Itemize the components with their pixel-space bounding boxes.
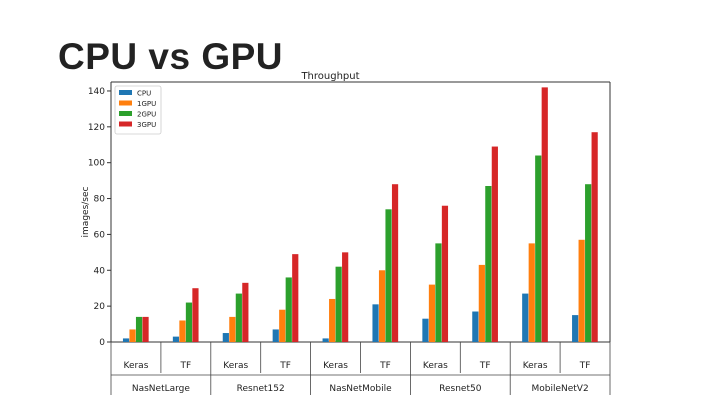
bar-2gpu-8 bbox=[535, 155, 542, 342]
y-tick-label: 140 bbox=[88, 87, 105, 97]
legend: CPU 1GPU 2GPU 3GPU bbox=[114, 85, 162, 135]
bar-3gpu-0 bbox=[142, 316, 149, 342]
chart-title: Throughput bbox=[300, 71, 359, 82]
bar-1gpu-5 bbox=[378, 270, 386, 342]
bar-cpu-0 bbox=[122, 338, 130, 342]
bar-cpu-5 bbox=[372, 304, 379, 342]
bar-cpu-6 bbox=[422, 318, 429, 342]
bar-2gpu-0 bbox=[135, 316, 143, 342]
bar-3gpu-2 bbox=[242, 282, 249, 342]
bar-cpu-4 bbox=[322, 338, 329, 342]
y-axis-label: images/sec bbox=[81, 186, 91, 237]
bar-3gpu-5 bbox=[391, 184, 399, 342]
bar-cpu-7 bbox=[472, 311, 479, 342]
slide-title: CPU vs GPU bbox=[58, 36, 284, 77]
legend-swatch-1gpu bbox=[119, 100, 132, 106]
bar-2gpu-3 bbox=[285, 277, 292, 342]
bar-1gpu-6 bbox=[428, 284, 436, 342]
x-tick-label: Keras bbox=[423, 361, 448, 371]
bar-cpu-1 bbox=[172, 336, 180, 342]
legend-label-2gpu: 2GPU bbox=[137, 111, 156, 119]
bar-3gpu-3 bbox=[292, 254, 299, 342]
legend-swatch-2gpu bbox=[119, 111, 132, 116]
bar-2gpu-1 bbox=[185, 302, 193, 342]
group-label: Resnet50 bbox=[439, 384, 482, 394]
group-label: NasNetLarge bbox=[132, 384, 191, 394]
bar-2gpu-5 bbox=[385, 209, 392, 342]
bar-1gpu-3 bbox=[279, 309, 286, 342]
bar-cpu-2 bbox=[222, 333, 229, 342]
y-tick-label: 40 bbox=[94, 266, 106, 276]
x-tick-label: TF bbox=[279, 361, 291, 371]
bar-1gpu-9 bbox=[578, 239, 585, 342]
group-label: MobileNetV2 bbox=[531, 384, 588, 394]
group-label: Resnet152 bbox=[237, 384, 285, 394]
group-label: NasNetMobile bbox=[329, 384, 392, 394]
bar-3gpu-8 bbox=[541, 87, 548, 343]
bar-3gpu-4 bbox=[342, 252, 349, 342]
x-tick-label: TF bbox=[180, 361, 192, 371]
x-tick-label: Keras bbox=[123, 361, 148, 371]
bar-3gpu-6 bbox=[441, 205, 449, 342]
bar-3gpu-9 bbox=[591, 132, 598, 342]
legend-label-cpu: CPU bbox=[137, 90, 151, 98]
x-tick-label: Keras bbox=[323, 361, 348, 371]
legend-label-1gpu: 1GPU bbox=[137, 100, 156, 108]
legend-swatch-cpu bbox=[119, 90, 132, 95]
y-tick-label: 120 bbox=[88, 123, 105, 133]
x-tick-label: TF bbox=[579, 361, 591, 371]
bar-1gpu-1 bbox=[179, 320, 186, 342]
y-ticks: 0 20 40 60 80 100 120 140 bbox=[88, 87, 111, 348]
bar-1gpu-7 bbox=[478, 264, 485, 342]
x-tick-label: TF bbox=[379, 361, 391, 371]
bar-cpu-9 bbox=[572, 315, 579, 342]
bar-1gpu-0 bbox=[129, 329, 136, 342]
legend-label-3gpu: 3GPU bbox=[137, 121, 156, 129]
y-tick-label: 20 bbox=[94, 302, 106, 312]
y-tick-label: 80 bbox=[94, 195, 106, 205]
bar-2gpu-2 bbox=[235, 293, 242, 342]
bar-2gpu-4 bbox=[335, 266, 342, 342]
bar-3gpu-1 bbox=[192, 288, 199, 342]
legend-swatch-3gpu bbox=[119, 121, 132, 127]
bar-1gpu-4 bbox=[329, 298, 336, 342]
bar-3gpu-7 bbox=[491, 146, 498, 342]
bar-1gpu-8 bbox=[528, 243, 535, 342]
bar-2gpu-9 bbox=[585, 184, 592, 342]
x-tick-label: TF bbox=[479, 361, 491, 371]
y-tick-label: 60 bbox=[94, 230, 106, 240]
group-labels: NasNetLarge Resnet152 NasNetMobile Resnet50… bbox=[132, 384, 589, 394]
bar-1gpu-2 bbox=[229, 316, 236, 342]
bars bbox=[122, 87, 598, 343]
y-tick-label: 0 bbox=[99, 338, 105, 348]
bar-2gpu-7 bbox=[485, 186, 492, 342]
x-tick-label: Keras bbox=[223, 361, 248, 371]
y-tick-label: 100 bbox=[88, 159, 105, 169]
bar-cpu-3 bbox=[272, 329, 279, 342]
bar-cpu-8 bbox=[522, 293, 529, 342]
x-ticks: Keras TF Keras TF Keras TF Keras TF Keras TF bbox=[110, 342, 611, 395]
bar-2gpu-6 bbox=[435, 243, 442, 342]
x-tick-label: Keras bbox=[523, 361, 548, 371]
